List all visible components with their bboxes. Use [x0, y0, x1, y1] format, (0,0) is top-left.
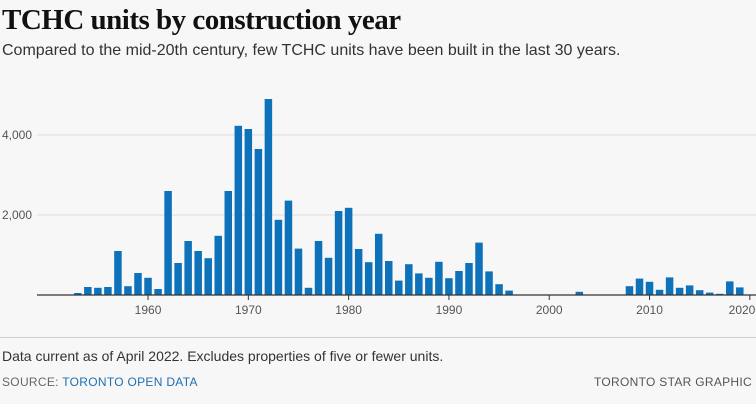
bar-1986 [405, 264, 413, 295]
source-label: SOURCE: [2, 375, 63, 389]
bar-1970 [244, 129, 253, 295]
bar-1994 [485, 271, 493, 295]
bar-1989 [435, 261, 443, 295]
x-tick-label: 2020 [729, 303, 756, 317]
bar-1965 [194, 251, 202, 295]
bar-2015 [695, 290, 704, 295]
gridlines [37, 134, 756, 216]
bar-2012 [665, 277, 674, 295]
bar-1975 [294, 248, 303, 295]
x-tick-label: 1980 [335, 303, 362, 317]
bar-1980 [344, 207, 353, 295]
bar-2008 [625, 286, 634, 295]
bar-1956 [104, 287, 112, 295]
bar-2010 [645, 281, 654, 295]
bar-1988 [425, 277, 433, 295]
bar-2011 [655, 289, 664, 295]
source-link[interactable]: TORONTO OPEN DATA [62, 375, 198, 389]
bar-2016 [705, 292, 714, 295]
bar-1985 [395, 280, 403, 295]
bar-1963 [174, 263, 182, 295]
bar-1969 [234, 125, 243, 295]
bar-1958 [124, 286, 132, 295]
chart-title: TCHC units by construction year [2, 4, 401, 36]
bar-1978 [324, 257, 333, 295]
bar-2009 [635, 278, 644, 295]
chart-subtitle: Compared to the mid-20th century, few TC… [2, 42, 621, 59]
y-tick-label: 2,000 [2, 208, 32, 222]
y-axis-ticks: 2,000 4,000 [2, 128, 32, 222]
bar-1966 [204, 258, 212, 295]
x-tick-label: 2010 [636, 303, 663, 317]
x-tick-label: 2000 [536, 303, 563, 317]
bar-1953 [74, 293, 82, 295]
bar-1959 [134, 273, 142, 295]
bar-1960 [144, 277, 152, 295]
bar-1983 [374, 233, 383, 295]
bar-1979 [334, 211, 343, 295]
bar-1961 [154, 289, 162, 295]
bar-1982 [364, 262, 373, 295]
bar-1976 [304, 287, 313, 295]
bar-1984 [385, 261, 393, 295]
bar-1968 [224, 191, 233, 295]
data-note: Data current as of April 2022. Excludes … [2, 348, 444, 364]
y-tick-label: 4,000 [2, 128, 32, 142]
bar-1992 [465, 263, 473, 295]
bar-2019 [736, 287, 744, 295]
bar-1991 [455, 271, 463, 295]
bar-1996 [505, 290, 513, 295]
bar-1972 [264, 99, 273, 295]
bar-chart: 2,000 4,000 1960 1970 1980 1990 2000 2010 2020 [2, 99, 756, 317]
bar-1964 [184, 241, 192, 295]
bar-1971 [254, 149, 263, 295]
bar-1981 [354, 249, 363, 295]
x-tick-label: 1990 [436, 303, 463, 317]
bar-2013 [675, 287, 684, 295]
bar-2003 [575, 291, 584, 295]
footer-divider [0, 337, 756, 338]
bar-1962 [164, 191, 172, 295]
x-axis-ticks: 1960 1970 1980 1990 2000 2010 2020 [135, 295, 756, 317]
bar-1973 [274, 219, 283, 295]
bar-2014 [685, 285, 694, 295]
bar-1977 [314, 241, 323, 295]
x-tick-label: 1970 [235, 303, 262, 317]
x-tick-label: 1960 [135, 303, 162, 317]
bar-1993 [475, 242, 483, 295]
source-line: SOURCE: TORONTO OPEN DATA [2, 375, 198, 389]
graphic-credit: TORONTO STAR GRAPHIC [593, 375, 752, 389]
bar-1995 [495, 284, 503, 295]
bar-1957 [114, 251, 122, 295]
bars [74, 99, 744, 295]
bar-1990 [445, 278, 453, 295]
bar-1987 [415, 273, 423, 295]
bar-1954 [84, 287, 92, 295]
bar-1955 [94, 287, 102, 295]
bar-1974 [284, 200, 293, 295]
bar-2018 [726, 281, 734, 295]
bar-1967 [214, 235, 222, 295]
